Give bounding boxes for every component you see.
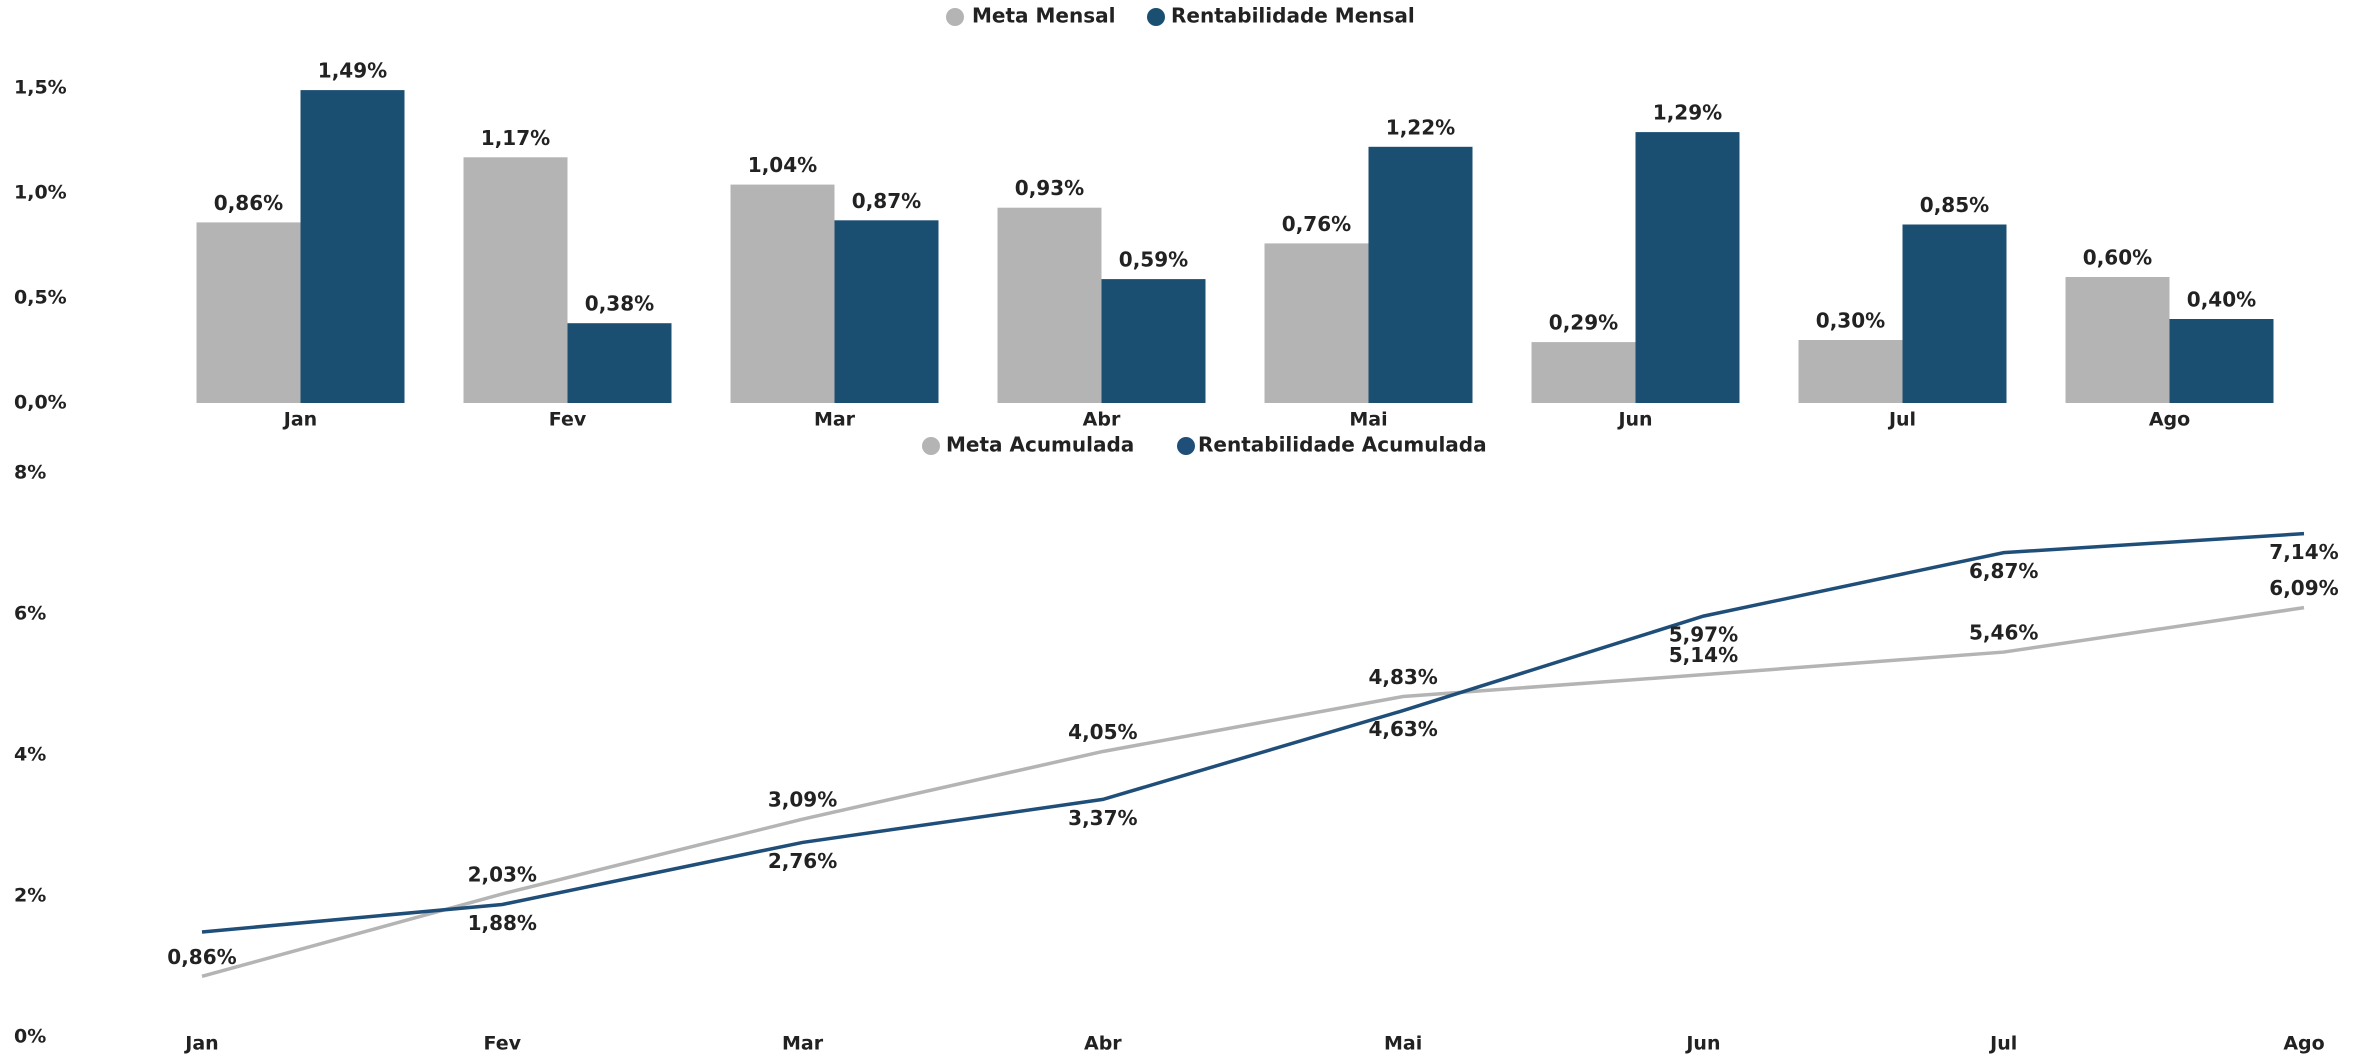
y-tick-label: 2%: [14, 885, 46, 907]
bar: [463, 157, 568, 403]
x-tick-label: Fev: [484, 1033, 522, 1055]
data-label: 0,60%: [2083, 246, 2152, 270]
data-label: 5,14%: [1669, 643, 1738, 667]
data-label: 0,86%: [214, 191, 283, 215]
y-tick-label: 0,0%: [14, 392, 67, 414]
y-tick-label: 4%: [14, 744, 46, 766]
x-tick-label: Mar: [814, 409, 856, 431]
y-tick-label: 1,0%: [14, 182, 67, 204]
line: [201, 605, 2305, 979]
legend-label: Meta Mensal: [972, 4, 1115, 28]
x-tick-label: Jan: [282, 409, 317, 431]
bar: [2065, 277, 2170, 403]
data-label: 2,76%: [768, 849, 837, 873]
legend-label: Rentabilidade Mensal: [1171, 4, 1415, 28]
data-label: 4,05%: [1068, 720, 1137, 744]
data-label: 0,85%: [1920, 193, 1989, 217]
data-label: 1,29%: [1653, 101, 1722, 125]
data-label: 0,40%: [2187, 288, 2256, 312]
bar: [300, 90, 405, 403]
x-tick-label: Ago: [2149, 409, 2190, 431]
bar: [1635, 132, 1740, 403]
data-label: 0,93%: [1015, 176, 1084, 200]
x-tick-label: Jun: [1616, 409, 1652, 431]
x-tick-label: Jul: [1887, 409, 1916, 431]
legend-marker: [922, 437, 940, 455]
data-label: 0,38%: [585, 292, 654, 316]
data-label: 0,86%: [167, 945, 236, 969]
y-tick-label: 8%: [14, 462, 46, 484]
bar: [730, 184, 835, 403]
y-tick-label: 1,5%: [14, 77, 67, 99]
data-label: 3,09%: [768, 788, 837, 812]
x-tick-label: Mai: [1349, 409, 1387, 431]
data-label: 0,30%: [1816, 309, 1885, 333]
x-tick-label: Jan: [183, 1033, 218, 1055]
data-label: 1,17%: [481, 126, 550, 150]
bar: [834, 220, 939, 403]
data-label: 6,09%: [2269, 576, 2338, 600]
bar: [567, 323, 672, 403]
y-tick-label: 0,5%: [14, 287, 67, 309]
line: [201, 531, 2305, 934]
x-tick-label: Mai: [1384, 1033, 1422, 1055]
data-label: 2,03%: [468, 862, 537, 886]
bar: [2169, 319, 2274, 403]
bar: [1264, 243, 1369, 403]
legend-marker: [1147, 8, 1165, 26]
data-label: 6,87%: [1969, 559, 2038, 583]
legend-marker: [946, 8, 964, 26]
x-tick-label: Fev: [549, 409, 587, 431]
data-label: 0,87%: [852, 189, 921, 213]
legend-label: Meta Acumulada: [946, 433, 1134, 457]
bar: [1101, 279, 1206, 403]
x-tick-label: Mar: [782, 1033, 824, 1055]
data-label: 0,59%: [1119, 248, 1188, 272]
data-label: 5,46%: [1969, 621, 2038, 645]
data-label: 1,88%: [468, 911, 537, 935]
bar: [1902, 224, 2007, 403]
data-label: 1,04%: [748, 153, 817, 177]
y-tick-label: 0%: [14, 1026, 46, 1048]
data-label: 4,83%: [1368, 665, 1437, 689]
bar: [1798, 340, 1903, 403]
bar: [196, 222, 301, 403]
x-tick-label: Abr: [1084, 1033, 1122, 1055]
x-tick-label: Jul: [1988, 1033, 2017, 1055]
bar: [1531, 342, 1636, 403]
legend-label: Rentabilidade Acumulada: [1198, 433, 1487, 457]
data-label: 0,76%: [1282, 212, 1351, 236]
y-tick-label: 6%: [14, 603, 46, 625]
data-label: 1,22%: [1386, 115, 1455, 139]
x-tick-label: Abr: [1083, 409, 1121, 431]
bar: [997, 207, 1102, 403]
legend-marker: [1177, 437, 1195, 455]
data-label: 3,37%: [1068, 806, 1137, 830]
x-tick-label: Ago: [2283, 1033, 2324, 1055]
bar: [1368, 146, 1473, 404]
data-label: 0,29%: [1549, 311, 1618, 335]
data-label: 7,14%: [2269, 540, 2338, 564]
data-label: 1,49%: [318, 59, 387, 83]
data-label: 4,63%: [1368, 717, 1437, 741]
data-label: 5,97%: [1669, 623, 1738, 647]
x-tick-label: Jun: [1684, 1033, 1720, 1055]
